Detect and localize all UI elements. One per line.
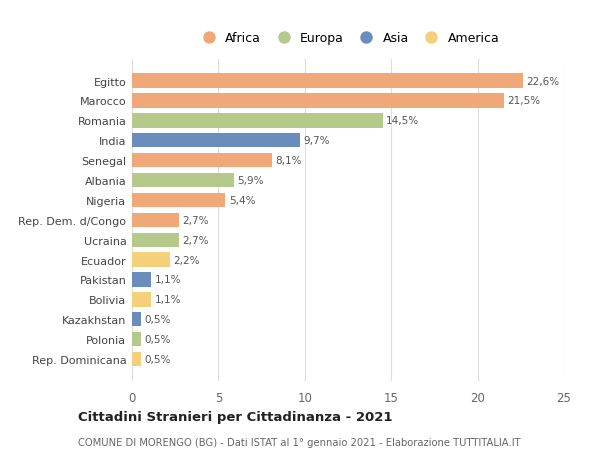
Text: 1,1%: 1,1%: [154, 275, 181, 285]
Bar: [132, 332, 140, 347]
Text: COMUNE DI MORENGO (BG) - Dati ISTAT al 1° gennaio 2021 - Elaborazione TUTTITALIA: COMUNE DI MORENGO (BG) - Dati ISTAT al 1…: [78, 437, 521, 447]
Bar: [132, 193, 226, 207]
Bar: [132, 114, 383, 128]
Text: 8,1%: 8,1%: [275, 156, 302, 166]
Text: 9,7%: 9,7%: [303, 136, 329, 146]
Text: 21,5%: 21,5%: [507, 96, 540, 106]
Bar: [132, 313, 140, 327]
Text: 1,1%: 1,1%: [154, 295, 181, 305]
Text: 2,7%: 2,7%: [182, 235, 209, 245]
Text: 0,5%: 0,5%: [144, 335, 170, 344]
Text: 5,9%: 5,9%: [238, 176, 264, 185]
Legend: Africa, Europa, Asia, America: Africa, Europa, Asia, America: [191, 28, 505, 50]
Bar: [132, 94, 503, 108]
Bar: [132, 352, 140, 366]
Text: 0,5%: 0,5%: [144, 354, 170, 364]
Bar: [132, 74, 523, 89]
Bar: [132, 273, 151, 287]
Text: Cittadini Stranieri per Cittadinanza - 2021: Cittadini Stranieri per Cittadinanza - 2…: [78, 410, 392, 423]
Bar: [132, 292, 151, 307]
Text: 2,7%: 2,7%: [182, 215, 209, 225]
Text: 5,4%: 5,4%: [229, 196, 255, 206]
Bar: [132, 174, 234, 188]
Text: 0,5%: 0,5%: [144, 314, 170, 325]
Text: 2,2%: 2,2%: [173, 255, 200, 265]
Text: 22,6%: 22,6%: [526, 77, 559, 86]
Bar: [132, 233, 179, 247]
Bar: [132, 134, 299, 148]
Bar: [132, 154, 272, 168]
Bar: [132, 253, 170, 267]
Text: 14,5%: 14,5%: [386, 116, 419, 126]
Bar: [132, 213, 179, 228]
